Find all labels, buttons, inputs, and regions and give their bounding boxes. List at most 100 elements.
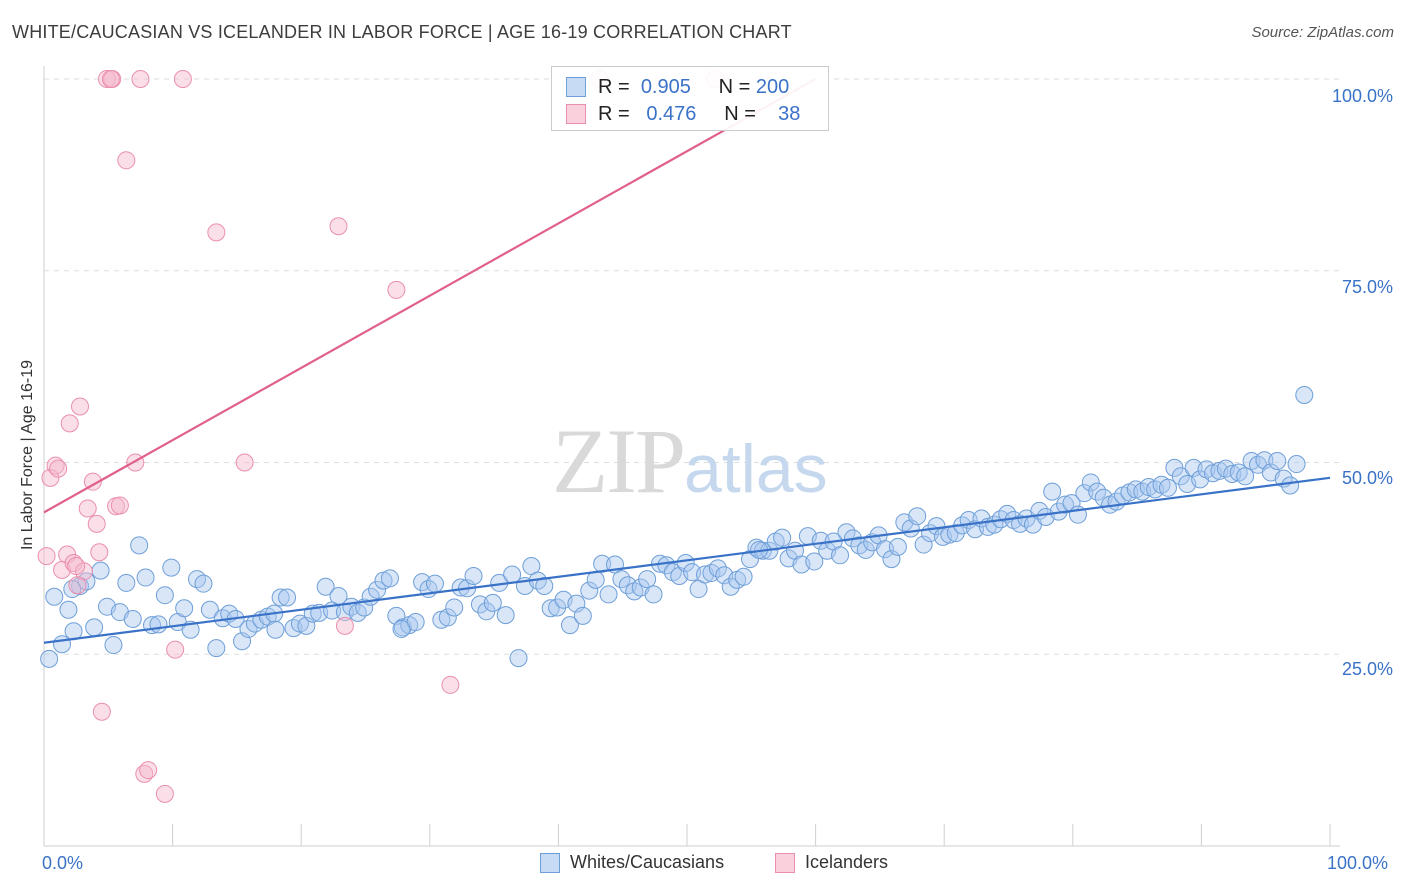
bottom-legend-whites: Whites/Caucasians xyxy=(540,852,724,873)
white-point xyxy=(470,595,489,614)
white-point xyxy=(1287,455,1306,474)
white-point xyxy=(438,608,457,627)
white-point xyxy=(162,558,181,577)
white-point xyxy=(1268,451,1287,470)
white-point xyxy=(59,600,78,619)
legend-r-value: 0.476 xyxy=(646,102,697,125)
white-point xyxy=(425,574,444,593)
icelander-point xyxy=(90,543,109,562)
y-axis-label: In Labor Force | Age 16-19 xyxy=(19,359,36,551)
x-tick-label: 100.0% xyxy=(1327,853,1389,873)
white-point xyxy=(1081,473,1100,492)
white-point xyxy=(368,580,387,599)
source-credit: Source: ZipAtlas.com xyxy=(1251,24,1394,41)
white-point xyxy=(708,559,727,578)
icelander-point xyxy=(101,70,120,88)
white-point xyxy=(194,574,213,593)
white-point xyxy=(856,540,875,559)
y-tick-label: 25.0% xyxy=(1341,659,1393,679)
icelander-point xyxy=(78,499,97,518)
y-tick-label: 50.0% xyxy=(1341,468,1393,488)
white-point xyxy=(573,606,592,625)
white-point xyxy=(149,615,168,634)
white-point xyxy=(104,636,123,655)
white-point xyxy=(392,619,411,638)
white-point xyxy=(811,531,830,550)
white-point xyxy=(188,570,207,589)
bottom-legend-label: Icelanders xyxy=(805,852,889,872)
icelander-point xyxy=(87,514,106,533)
y-tick-label: 100.0% xyxy=(1331,86,1393,106)
white-point xyxy=(535,576,554,595)
legend-r-label: R = xyxy=(598,102,630,125)
white-point xyxy=(1158,478,1177,497)
bottom-legend-swatch-pink xyxy=(775,852,795,873)
icelander-point xyxy=(98,70,117,88)
white-point xyxy=(207,639,226,658)
white-point xyxy=(136,568,155,587)
legend-row-icelanders: R = 0.476 N = 38 xyxy=(566,100,800,128)
white-point xyxy=(45,587,64,606)
white-point xyxy=(155,586,174,605)
icelander-point xyxy=(92,702,111,721)
white-point xyxy=(271,588,290,607)
white-point xyxy=(805,552,824,571)
white-point xyxy=(1075,484,1094,503)
icelander-point xyxy=(155,784,174,803)
white-point xyxy=(657,556,676,575)
white-point xyxy=(721,577,740,596)
white-point xyxy=(1295,386,1314,405)
white-point xyxy=(445,598,464,617)
white-point xyxy=(123,609,142,628)
icelander-point xyxy=(71,397,90,416)
legend-swatch-blue xyxy=(566,77,586,97)
icelander-point xyxy=(49,459,68,478)
icelander-point xyxy=(46,456,65,475)
white-point xyxy=(560,616,579,635)
white-point xyxy=(464,567,483,586)
y-tick-label: 75.0% xyxy=(1341,277,1393,297)
bottom-legend-label: Whites/Caucasians xyxy=(570,852,725,872)
white-point xyxy=(741,550,760,569)
icelander-point xyxy=(37,547,56,566)
white-point xyxy=(413,573,432,592)
icelander-point xyxy=(329,217,348,236)
icelander-point xyxy=(166,640,185,659)
icelander-point xyxy=(110,496,129,515)
white-point xyxy=(1171,467,1190,486)
white-point xyxy=(541,599,560,618)
white-point xyxy=(316,577,335,596)
white-point xyxy=(908,507,927,526)
legend-n-value: 200 xyxy=(755,75,790,98)
white-point xyxy=(1184,458,1203,477)
white-point xyxy=(644,585,663,604)
icelander-point xyxy=(335,616,354,635)
white-point xyxy=(130,536,149,555)
white-point xyxy=(266,620,285,639)
white-point xyxy=(1043,482,1062,501)
icelander-point xyxy=(68,576,87,595)
icelander-point xyxy=(235,453,254,472)
white-point xyxy=(888,537,907,556)
icelander-point xyxy=(139,761,158,780)
white-point xyxy=(676,553,695,572)
white-point xyxy=(946,524,965,543)
white-point xyxy=(1236,467,1255,486)
white-point xyxy=(1281,476,1300,495)
legend-n-label: N = xyxy=(718,75,751,98)
white-point xyxy=(1146,480,1165,499)
icelander-point xyxy=(131,70,150,88)
legend-row-whites: R = 0.905 N = 200 xyxy=(566,73,789,101)
bottom-legend-swatch-blue xyxy=(540,852,560,873)
white-point xyxy=(91,561,110,580)
legend-n-value: 38 xyxy=(778,102,801,125)
icelander-point xyxy=(441,675,460,694)
legend-r-value: 0.905 xyxy=(640,75,691,98)
white-point xyxy=(734,567,753,586)
icelander-point xyxy=(117,151,136,170)
legend-r-label: R = xyxy=(598,75,630,98)
series-whites-points xyxy=(40,386,1314,668)
white-point xyxy=(200,600,219,619)
gridlines xyxy=(44,78,1340,655)
white-point xyxy=(586,570,605,589)
